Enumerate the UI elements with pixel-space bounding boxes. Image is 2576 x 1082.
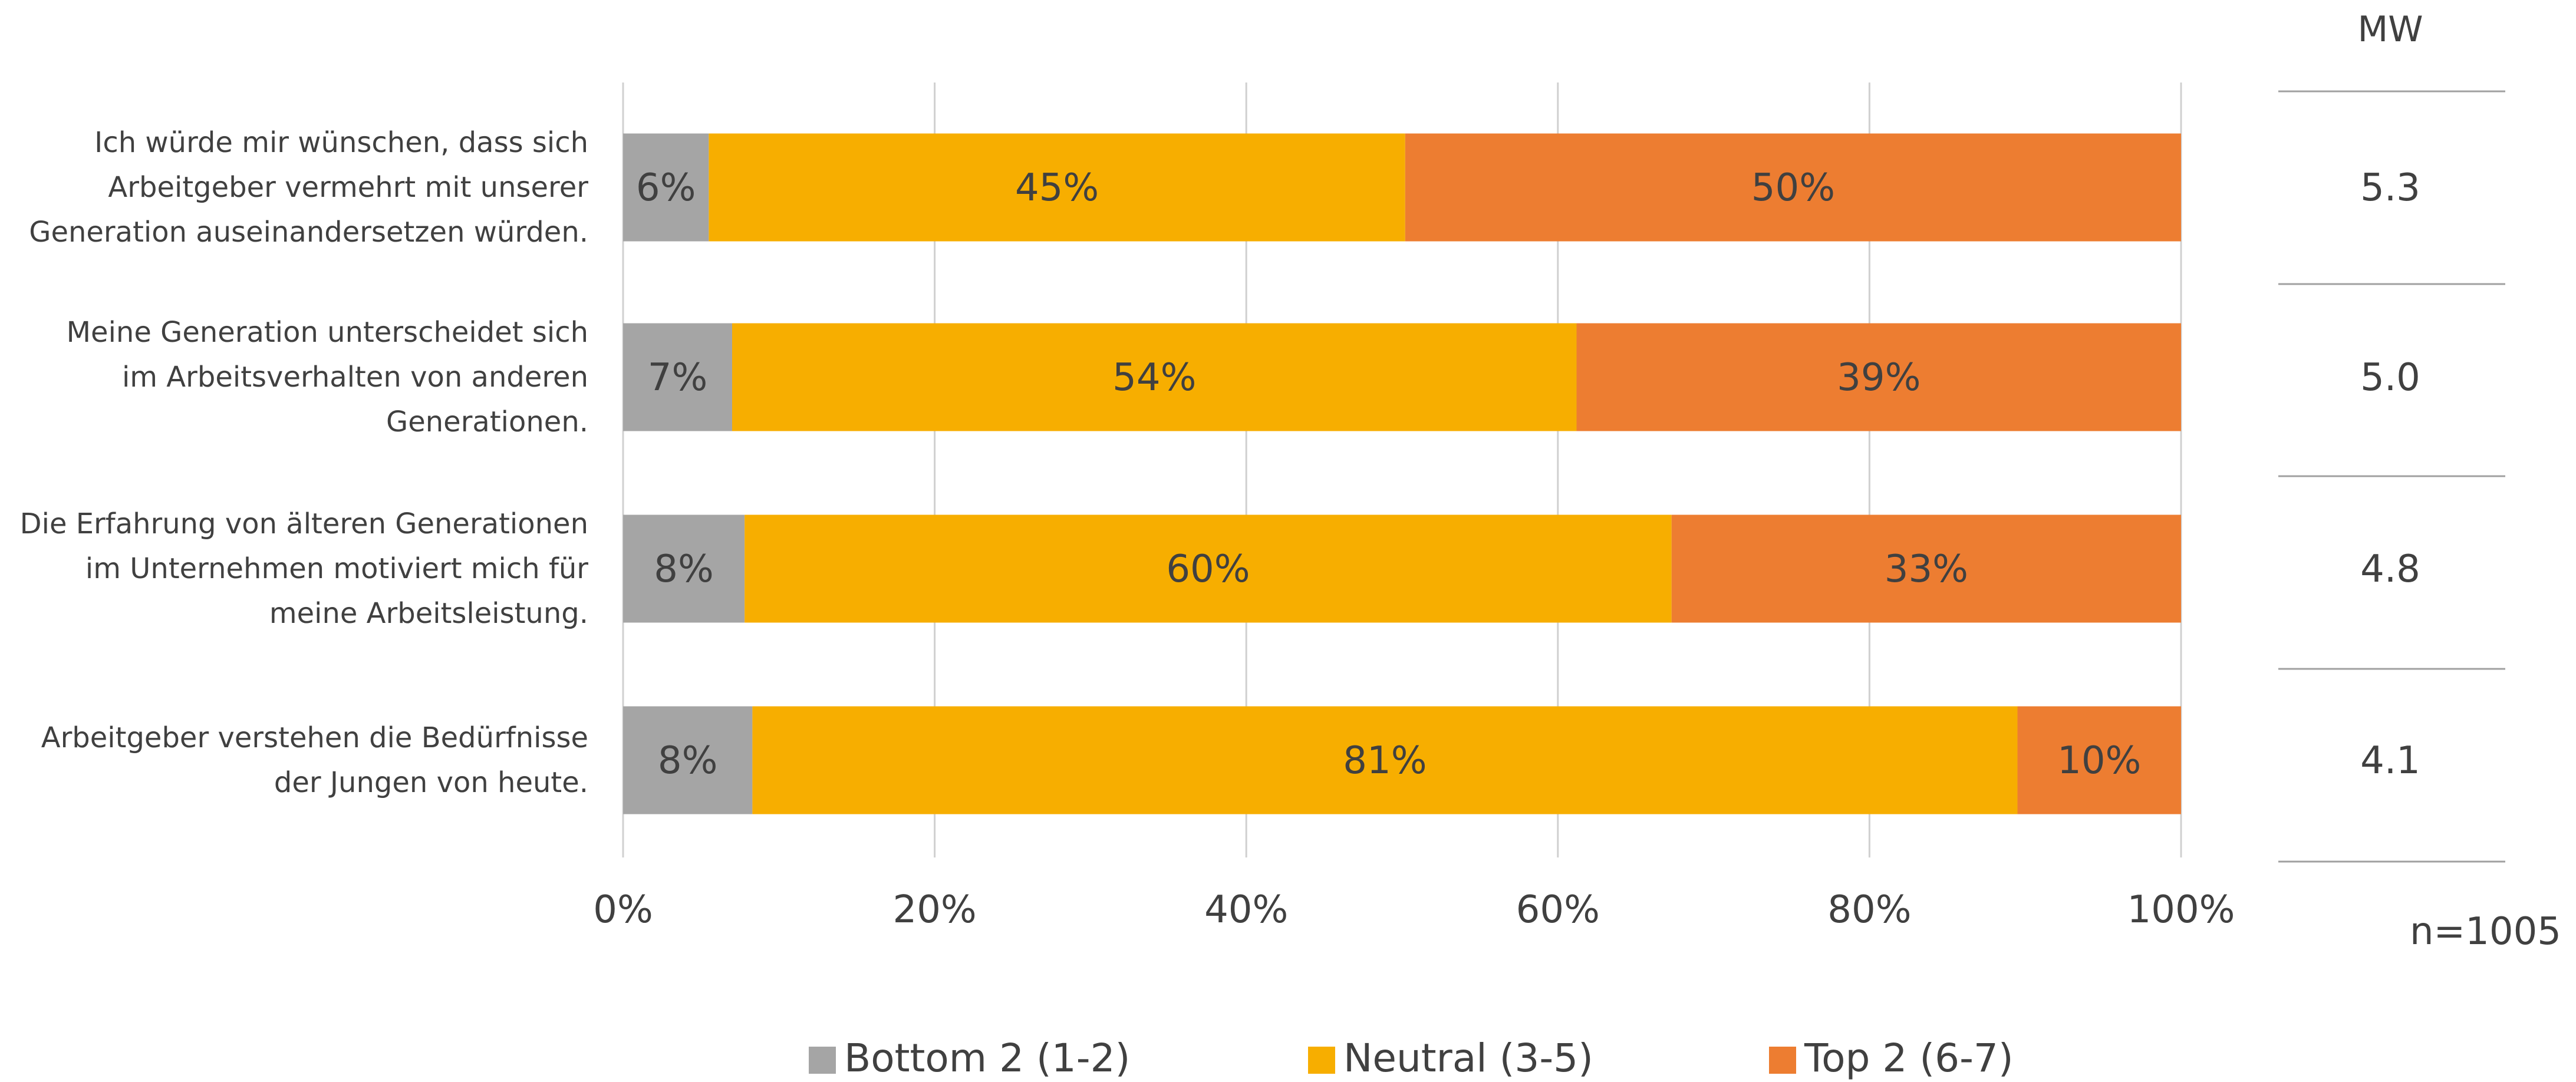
x-tick-label: 60%: [1516, 888, 1600, 932]
data-label: 8%: [658, 739, 718, 783]
bar-segment: [732, 323, 1577, 431]
legend-label: Neutral (3-5): [1343, 1035, 1593, 1081]
bars: [623, 133, 2181, 814]
mw-header: MW: [2357, 9, 2423, 50]
data-label: 50%: [1751, 166, 1835, 210]
legend-label: Bottom 2 (1-2): [844, 1035, 1130, 1081]
category-label: Ich würde mir wünschen, dass sich Arbeitg…: [29, 126, 588, 249]
data-label: 60%: [1166, 547, 1250, 591]
category-label: Arbeitgeber verstehen die Bedürfnisse der…: [41, 721, 588, 799]
bar-segment: [1405, 133, 2181, 242]
bar-segment: [623, 514, 745, 623]
data-label: 81%: [1343, 739, 1427, 783]
bar-segment: [709, 133, 1405, 242]
data-label: 33%: [1885, 547, 1968, 591]
bar-segment: [1671, 514, 2181, 623]
mw-value: 4.1: [2360, 739, 2420, 783]
bar-segment: [623, 323, 733, 431]
bar-segment: [623, 706, 753, 814]
bar-segment: [1576, 323, 2181, 431]
category-labels: Ich würde mir wünschen, dass sich Arbeitg…: [20, 126, 589, 799]
x-tick-label: 100%: [2127, 888, 2235, 932]
bar-segment: [2017, 706, 2181, 814]
category-label: Meine Generation unterscheidet sich im Ar…: [67, 316, 588, 438]
data-label: 45%: [1015, 166, 1099, 210]
legend-label: Top 2 (6-7): [1804, 1035, 2014, 1081]
data-label: 8%: [654, 547, 714, 591]
bar-segment: [752, 706, 2018, 814]
data-labels: 6% 45% 50% 7% 54% 39% 8% 60% 33% 8% 81% 10%: [636, 166, 2141, 783]
x-tick-label: 40%: [1204, 888, 1288, 932]
sample-size-label: n=1005: [2410, 910, 2561, 954]
mean-value-column: MW 5.3 5.0 4.8 4.1: [2278, 9, 2505, 863]
legend-swatch: [1769, 1047, 1796, 1074]
legend: Bottom 2 (1-2) Neutral (3-5) Top 2 (6-7): [809, 1035, 2014, 1081]
data-label: 10%: [2057, 739, 2141, 783]
data-label: 39%: [1837, 356, 1921, 400]
bar-segment: [745, 514, 1672, 623]
data-label: 6%: [636, 166, 696, 210]
x-tick-label: 20%: [892, 888, 976, 932]
category-label: Die Erfahrung von älteren Generationen im…: [20, 507, 589, 630]
legend-swatch: [809, 1047, 836, 1074]
mw-value: 5.0: [2360, 356, 2420, 400]
legend-swatch: [1308, 1047, 1335, 1074]
data-label: 54%: [1112, 356, 1196, 400]
bar-segment: [623, 133, 709, 242]
x-axis-tick-labels: 0% 20% 40% 60% 80% 100%: [593, 888, 2235, 932]
mw-value: 5.3: [2360, 166, 2420, 210]
data-label: 7%: [648, 356, 708, 400]
x-tick-label: 80%: [1827, 888, 1911, 932]
mw-value: 4.8: [2360, 547, 2420, 591]
x-tick-label: 0%: [593, 888, 653, 932]
